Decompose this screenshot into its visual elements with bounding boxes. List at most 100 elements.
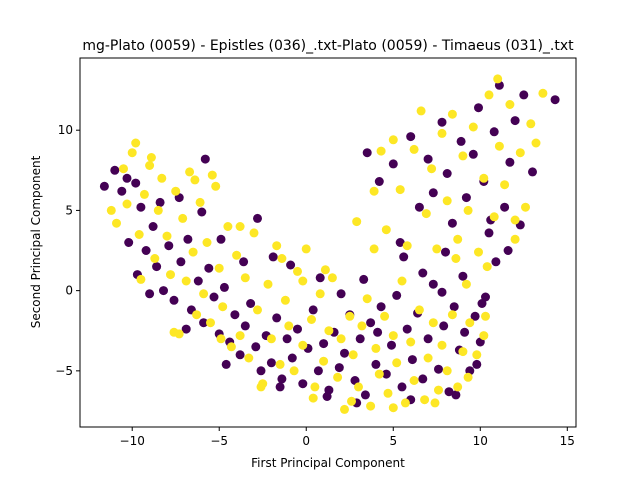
scatter-point [336, 289, 346, 299]
scatter-point [381, 225, 391, 235]
scatter-point [159, 286, 168, 296]
plot-frame [79, 57, 577, 428]
scatter-point [447, 218, 457, 228]
scatter-point [430, 398, 440, 408]
scatter-point [183, 234, 193, 244]
scatter-point [192, 310, 202, 320]
scatter-point [117, 186, 127, 196]
scatter-point [141, 246, 151, 255]
scatter-point [423, 334, 433, 344]
scatter-point [99, 181, 109, 191]
scatter-point [550, 95, 560, 105]
scatter-point [256, 382, 266, 392]
scatter-point [345, 311, 355, 321]
scatter-point [414, 305, 424, 315]
x-axis-label: First Principal Component [251, 456, 405, 470]
scatter-point [451, 254, 461, 263]
scatter-point [407, 355, 417, 365]
scatter-point [515, 148, 525, 158]
scatter-point [263, 279, 273, 289]
scatter-point [218, 302, 228, 312]
scatter-point [510, 215, 520, 225]
scatter-point [519, 90, 529, 100]
y-tick-label: 10 [58, 123, 73, 137]
scatter-point [171, 186, 181, 196]
scatter-point [505, 100, 515, 109]
scatter-point [214, 263, 224, 273]
scatter-point [479, 173, 489, 183]
scatter-point [388, 135, 398, 145]
scatter-point [359, 274, 369, 284]
scatter-point [157, 173, 167, 183]
scatter-point [489, 127, 499, 137]
scatter-point [266, 334, 276, 344]
scatter-point [441, 247, 450, 257]
scatter-point [162, 231, 172, 241]
scatter-point [277, 374, 287, 384]
scatter-point [235, 331, 245, 341]
scatter-point [190, 175, 200, 185]
scatter-point [400, 398, 410, 408]
scatter-point [481, 311, 490, 321]
scatter-point [206, 318, 215, 328]
scatter-point [178, 213, 188, 223]
scatter-point [371, 343, 381, 353]
scatter-point [246, 299, 256, 308]
scatter-point [427, 164, 437, 174]
scatter-point [298, 379, 308, 389]
scatter-point [406, 337, 416, 347]
scatter-point [402, 324, 412, 334]
scatter-point [458, 151, 468, 161]
scatter-point [528, 167, 537, 177]
scatter-point [374, 369, 384, 379]
x-tick-label: 15 [560, 434, 575, 448]
scatter-point [319, 356, 329, 366]
scatter-point [131, 178, 141, 188]
scatter-point [521, 202, 530, 212]
scatter-point [176, 257, 186, 267]
scatter-point [500, 180, 510, 190]
scatter-point [461, 279, 471, 289]
scatter-point [352, 217, 362, 227]
scatter-point [136, 274, 146, 284]
scatter-point [395, 185, 405, 195]
scatter-point [463, 372, 473, 382]
x-tick-label: 10 [473, 434, 488, 448]
scatter-point [388, 331, 398, 341]
scatter-point [456, 136, 466, 146]
scatter-point [286, 260, 296, 270]
scatter-point [195, 197, 205, 207]
scatter-point [308, 305, 318, 315]
scatter-point [526, 119, 536, 129]
scatter-point [392, 358, 402, 368]
scatter-point [451, 390, 461, 400]
scatter-point [202, 238, 212, 247]
scatter-point [510, 234, 520, 244]
scatter-point [503, 246, 513, 255]
scatter-point [308, 393, 318, 403]
scatter-point [418, 268, 428, 278]
x-tick-label: −5 [210, 434, 228, 448]
scatter-point [319, 339, 329, 349]
scatter-point [313, 366, 323, 376]
scatter-point [463, 205, 473, 215]
scatter-point [315, 273, 325, 283]
scatter-point [447, 310, 457, 320]
scatter-point [219, 282, 229, 292]
scatter-point [376, 146, 386, 156]
scatter-point [406, 132, 416, 142]
scatter-point [437, 287, 447, 297]
scatter-point [106, 205, 116, 215]
scatter-point [423, 154, 433, 164]
scatter-point [409, 376, 419, 385]
scatter-point [298, 340, 308, 350]
scatter-point [484, 90, 494, 100]
scatter-point [268, 252, 278, 262]
scatter-point [494, 141, 504, 151]
scatter-point [322, 392, 332, 401]
scatter-point [139, 189, 149, 199]
scatter-point [428, 279, 438, 289]
scatter-point [491, 257, 501, 267]
